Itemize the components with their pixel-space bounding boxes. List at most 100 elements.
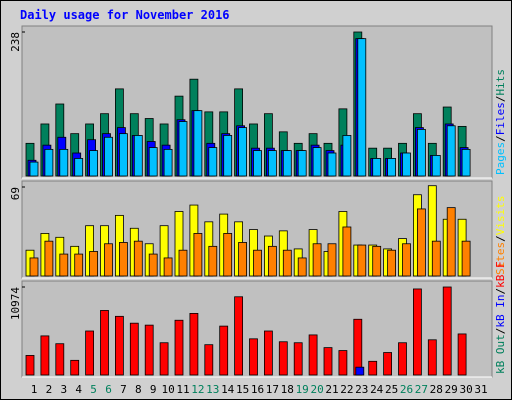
bar xyxy=(238,242,248,277)
legend-entry: kB In xyxy=(494,295,507,328)
legend-entry: kB Out xyxy=(494,334,507,374)
bar xyxy=(193,233,203,277)
bar xyxy=(267,245,277,277)
chart-title: Daily usage for November 2016 xyxy=(20,8,230,22)
bar xyxy=(74,158,84,177)
bar xyxy=(372,245,382,277)
bar xyxy=(55,343,65,376)
x-tick-label: 11 xyxy=(176,383,189,396)
bar xyxy=(144,324,154,376)
x-tick-label: 24 xyxy=(370,383,384,396)
bar xyxy=(431,155,441,177)
bar xyxy=(267,150,277,177)
x-tick-label: 18 xyxy=(281,383,294,396)
x-tick-label: 6 xyxy=(105,383,112,396)
bar xyxy=(163,257,173,277)
bar xyxy=(208,245,218,277)
legend-separator: / xyxy=(494,96,507,103)
y-tick-label: 10974 xyxy=(9,287,22,320)
legend: Pages/Files/Hits xyxy=(494,69,507,175)
bar xyxy=(119,242,128,277)
bar xyxy=(357,38,367,177)
bar xyxy=(427,339,437,376)
bar xyxy=(234,296,244,376)
bar xyxy=(387,249,397,277)
x-tick-label: 16 xyxy=(251,383,264,396)
bar xyxy=(119,133,128,177)
bar xyxy=(59,148,69,177)
bar xyxy=(253,249,262,277)
bar xyxy=(253,150,262,177)
bar xyxy=(148,147,158,177)
bar xyxy=(223,233,233,277)
bar xyxy=(398,342,407,376)
legend-separator: / xyxy=(494,328,507,335)
legend-separator: / xyxy=(494,135,507,142)
bar xyxy=(412,288,422,376)
bar xyxy=(70,359,80,376)
x-tick-label: 25 xyxy=(385,383,398,396)
x-tick-label: 19 xyxy=(296,383,309,396)
x-tick-label: 7 xyxy=(120,383,127,396)
bar xyxy=(204,344,214,376)
bar xyxy=(312,147,322,177)
bar xyxy=(342,135,352,177)
bar xyxy=(383,352,393,376)
bar xyxy=(297,257,307,277)
x-tick-label: 5 xyxy=(90,383,97,396)
bar xyxy=(353,318,363,376)
bar xyxy=(357,244,367,277)
bar xyxy=(372,158,382,177)
legend: Sites/Visits xyxy=(494,196,507,276)
bar xyxy=(133,135,143,177)
bar xyxy=(323,347,333,376)
x-tick-label: 30 xyxy=(459,383,472,396)
bar xyxy=(312,243,322,277)
bar xyxy=(44,148,54,177)
bar xyxy=(193,110,203,177)
legend-separator: / xyxy=(494,288,507,295)
bar xyxy=(457,333,467,376)
x-tick-label: 27 xyxy=(415,383,428,396)
bar xyxy=(174,319,184,376)
legend-entry: Pages xyxy=(494,142,507,175)
x-tick-label: 2 xyxy=(46,383,53,396)
bar xyxy=(219,325,229,376)
bar xyxy=(223,135,233,177)
legend: kB Out/kB In/kB F xyxy=(494,261,507,374)
bar xyxy=(368,360,378,376)
x-tick-label: 1 xyxy=(31,383,38,396)
bar xyxy=(133,240,143,277)
legend-separator: / xyxy=(494,235,507,242)
bar xyxy=(104,243,113,277)
bar xyxy=(178,121,188,177)
bar xyxy=(461,148,471,177)
bar xyxy=(85,330,94,376)
bar xyxy=(163,148,173,177)
x-tick-label: 26 xyxy=(400,383,413,396)
bar xyxy=(115,315,124,376)
bar xyxy=(278,341,288,376)
bar xyxy=(308,334,318,376)
bar xyxy=(40,335,50,376)
x-tick-label: 9 xyxy=(150,383,157,396)
x-tick-label: 12 xyxy=(191,383,204,396)
x-tick-label: 28 xyxy=(430,383,443,396)
bar xyxy=(59,253,69,277)
x-tick-label: 29 xyxy=(445,383,458,396)
legend-entry: Sites xyxy=(494,242,507,275)
bar xyxy=(89,150,98,177)
bar xyxy=(282,249,292,277)
x-tick-label: 14 xyxy=(221,383,235,396)
legend-entry: Hits xyxy=(494,69,507,96)
y-tick-label: 69 xyxy=(9,187,22,200)
x-tick-label: 15 xyxy=(236,383,249,396)
bar xyxy=(416,129,426,177)
bar xyxy=(29,257,39,277)
x-tick-label: 31 xyxy=(474,383,487,396)
y-tick-label: 238 xyxy=(9,32,22,52)
bar xyxy=(249,338,258,376)
bar xyxy=(74,253,84,277)
bar xyxy=(293,342,303,376)
